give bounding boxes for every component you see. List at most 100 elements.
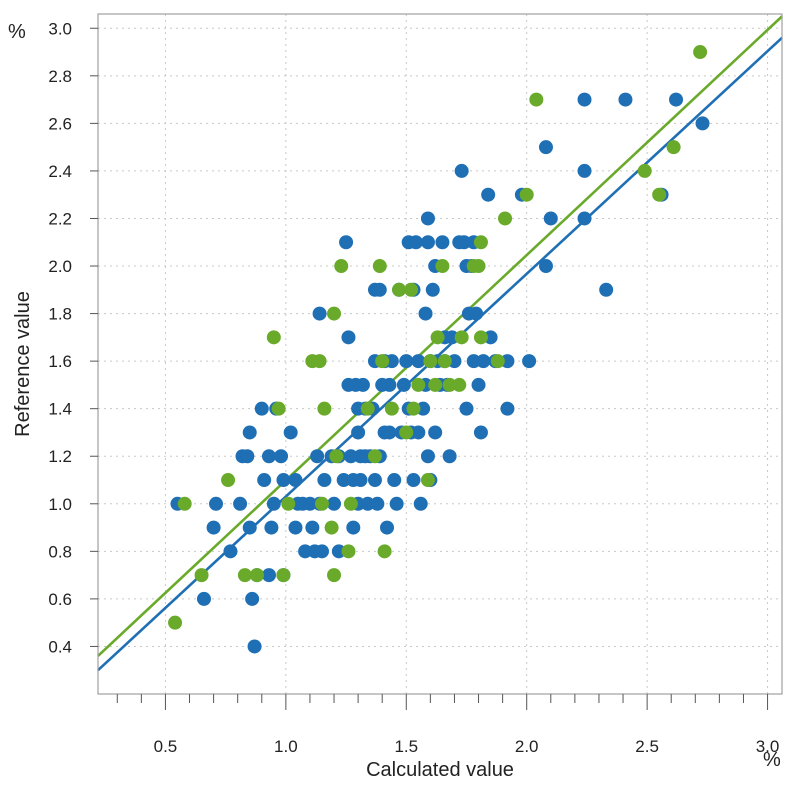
data-point-blue: [420, 211, 435, 226]
data-point-green: [442, 377, 457, 392]
data-point-blue: [288, 520, 303, 535]
data-point-green: [327, 306, 342, 321]
data-point-blue: [469, 306, 484, 321]
data-point-blue: [473, 425, 488, 440]
data-point-green: [266, 330, 281, 345]
data-point-green: [194, 568, 209, 583]
data-point-blue: [209, 496, 224, 511]
data-point-blue: [447, 354, 462, 369]
data-point-blue: [599, 282, 614, 297]
data-point-green: [281, 496, 296, 511]
data-point-green: [221, 473, 236, 488]
data-point-green: [498, 211, 513, 226]
data-point-green: [519, 187, 534, 202]
data-point-blue: [411, 425, 426, 440]
y-axis-unit: %: [8, 21, 26, 43]
data-point-blue: [420, 449, 435, 464]
data-point-blue: [353, 473, 368, 488]
x-tick-label: 3.0: [756, 737, 780, 756]
data-point-blue: [372, 282, 387, 297]
data-point-blue: [242, 520, 257, 535]
data-point-green: [249, 568, 264, 583]
data-point-blue: [408, 235, 423, 250]
data-point-green: [334, 259, 349, 274]
data-point-blue: [288, 473, 303, 488]
data-point-blue: [459, 401, 474, 416]
data-point-green: [314, 496, 329, 511]
data-point-blue: [500, 401, 515, 416]
data-point-blue: [466, 354, 481, 369]
data-point-blue: [223, 544, 238, 559]
y-axis-label: Reference value: [12, 291, 34, 437]
data-point-blue: [355, 377, 370, 392]
data-point-blue: [317, 473, 332, 488]
data-point-green: [384, 401, 399, 416]
data-point-green: [271, 401, 286, 416]
data-point-blue: [276, 473, 291, 488]
data-points: [168, 45, 710, 654]
data-point-blue: [367, 473, 382, 488]
x-tick-label: 0.5: [154, 737, 178, 756]
data-point-green: [327, 568, 342, 583]
data-point-blue: [577, 92, 592, 107]
data-point-blue: [343, 449, 358, 464]
data-point-blue: [302, 496, 317, 511]
data-point-blue: [387, 473, 402, 488]
data-point-blue: [476, 354, 491, 369]
data-point-blue: [245, 591, 260, 606]
y-tick-label: 1.8: [48, 305, 72, 324]
x-tick-label: 1.0: [274, 737, 298, 756]
data-point-green: [399, 425, 414, 440]
x-tick-label: 2.5: [635, 737, 659, 756]
data-point-blue: [305, 520, 320, 535]
data-point-blue: [242, 425, 257, 440]
data-point-blue: [331, 544, 346, 559]
data-point-blue: [425, 282, 440, 297]
y-tick-label: 0.4: [48, 637, 72, 656]
data-point-blue: [336, 473, 351, 488]
data-point-green: [324, 520, 339, 535]
data-point-blue: [500, 354, 515, 369]
data-point-green: [435, 259, 450, 274]
data-point-blue: [543, 211, 558, 226]
data-point-blue: [577, 211, 592, 226]
data-point-green: [423, 354, 438, 369]
data-point-blue: [420, 235, 435, 250]
data-point-blue: [538, 259, 553, 274]
data-point-blue: [396, 377, 411, 392]
data-point-green: [392, 282, 407, 297]
y-tick-label: 2.6: [48, 114, 72, 133]
data-point-green: [177, 496, 192, 511]
data-point-blue: [618, 92, 633, 107]
data-point-green: [404, 282, 419, 297]
data-point-blue: [445, 330, 460, 345]
data-point-green: [420, 473, 435, 488]
data-point-green: [329, 449, 344, 464]
data-point-blue: [257, 473, 272, 488]
data-point-blue: [266, 496, 281, 511]
x-axis-ticks: 0.5 1.0 1.5 2.0 2.5 3.0: [116, 694, 780, 756]
data-point-green: [276, 568, 291, 583]
y-tick-label: 1.2: [48, 447, 72, 466]
data-point-blue: [310, 449, 325, 464]
y-tick-label: 0.6: [48, 590, 72, 609]
data-point-blue: [264, 520, 279, 535]
y-tick-label: 0.8: [48, 542, 72, 561]
x-tick-label: 2.0: [515, 737, 539, 756]
data-point-green: [452, 377, 467, 392]
data-point-green: [377, 544, 392, 559]
data-point-blue: [360, 496, 375, 511]
data-point-blue: [196, 591, 211, 606]
data-point-green: [375, 354, 390, 369]
data-point-blue: [382, 377, 397, 392]
data-point-green: [317, 401, 332, 416]
data-point-green: [312, 354, 327, 369]
data-point-blue: [384, 354, 399, 369]
data-point-blue: [240, 449, 255, 464]
x-tick-label: 1.5: [394, 737, 418, 756]
x-axis-unit: %: [763, 749, 781, 771]
data-point-green: [637, 163, 652, 178]
data-point-blue: [380, 520, 395, 535]
data-point-blue: [399, 354, 414, 369]
y-tick-label: 2.4: [48, 162, 72, 181]
